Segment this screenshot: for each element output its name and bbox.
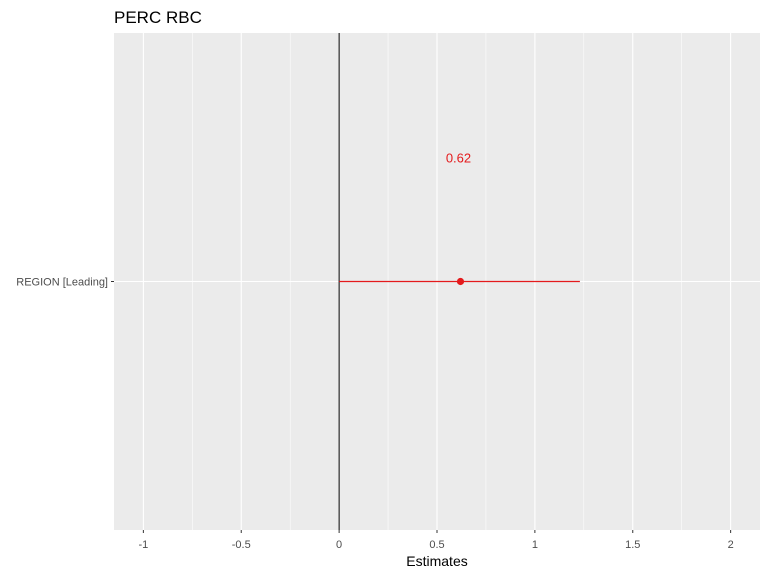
y-tick-label: REGION [Leading] <box>16 277 108 289</box>
x-tick-label: 1.5 <box>625 539 640 551</box>
estimate-point <box>456 277 465 286</box>
x-tick-label: 0.5 <box>429 539 444 551</box>
x-tick-label: 2 <box>728 539 734 551</box>
x-tick-label: -1 <box>138 539 148 551</box>
y-axis-ticks: REGION [Leading] <box>16 277 114 289</box>
x-tick-label: -0.5 <box>232 539 251 551</box>
estimate-value-label: 0.62 <box>446 151 471 166</box>
x-axis-title: Estimates <box>406 553 467 569</box>
x-tick-label: 0 <box>336 539 342 551</box>
estimates-layer: 0.62 <box>339 151 580 286</box>
x-axis-ticks: -1 -0.5 0 0.5 1 1.5 2 <box>138 530 734 551</box>
x-tick-label: 1 <box>532 539 538 551</box>
chart-title: PERC RBC <box>114 8 202 27</box>
